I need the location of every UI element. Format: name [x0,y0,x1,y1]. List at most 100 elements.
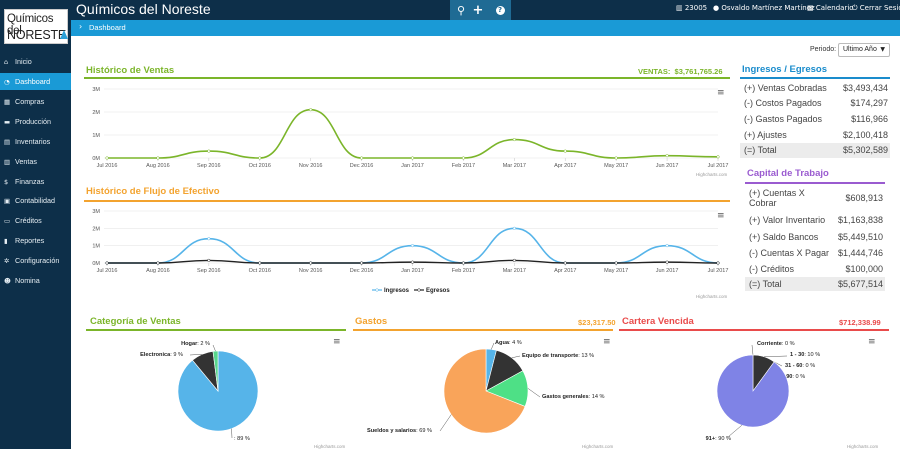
cartera-connector [764,355,788,358]
sidebar-item-label: Reportes [15,236,45,245]
ventas-xtick-label: Sep 2016 [197,163,221,169]
fin-row-value: $5,302,589 [842,145,888,156]
ventas-point [207,149,211,153]
sidebar-item-nomina[interactable]: ☻ Nomina [0,272,71,289]
app-title: Químicos del Noreste [76,1,211,17]
sidebar-item-configuracion[interactable]: ✲ Configuración [0,252,71,269]
fin-row-label: (+) Ajustes [744,129,787,140]
sidebar-item-dashboard[interactable]: ◔ Dashboard [0,73,71,90]
gastos-data-label: Gastos generales: 14 % [542,394,605,400]
breadcrumb: › Dashboard [71,20,900,36]
fin-row-label: (-) Gastos Pagados [744,113,823,124]
fin-row: (-) Costos Pagados $174,297 [740,96,890,111]
flujo-xtick-label: Apr 2017 [554,268,576,274]
ventas-xtick-label: Jun 2017 [656,163,679,169]
flujo-point [461,261,465,265]
company-id[interactable]: ▥ 23005 [676,4,708,12]
fin-row: (=) Total $5,302,589 [740,142,890,158]
flujo-point [512,258,516,262]
caret-down-icon: ▼ [880,46,885,53]
ventas-xtick-label: Jan 2017 [401,163,424,169]
gastos-slice [443,348,526,434]
flujo-xtick-label: May 2017 [604,268,628,274]
sidebar-item-contabilidad[interactable]: ▣ Contabilidad [0,192,71,209]
calendar-link[interactable]: ▦ Calendario [807,4,854,12]
fin-row-label: (+) Valor Inventario [749,214,826,225]
sidebar-item-compras[interactable]: ▦ Compras [0,93,71,110]
cartera-data-label: 91+: 90 % [706,436,731,442]
inventory-icon: ▤ [4,137,11,146]
flujo-legend-label: Ingresos [384,288,410,294]
ventas-chart-credit: Highcharts.com [696,172,728,177]
ventas-point [156,156,160,160]
search-icon: ⚲ [456,3,466,17]
fin-row-label: (+) Ventas Cobradas [744,82,827,93]
flujo-xtick-label: Jan 2017 [401,268,424,274]
fin-row-value: $100,000 [845,263,883,274]
flujo-point [716,261,720,265]
categoria-slice [212,350,219,392]
add-button[interactable]: + [467,0,489,20]
flujo-series-line [107,259,719,264]
ventas-ytick-label: 3M [92,87,100,93]
flujo-ytick-label: 3M [92,209,100,215]
logout-link[interactable]: ⏻ Cerrar Sesión [852,4,900,12]
ventas-xtick-label: Apr 2017 [554,163,576,169]
gastos-data-label: Equipo de transporte: 13 % [522,353,594,359]
sidebar-item-produccion[interactable]: ▬ Producción [0,113,71,130]
flujo-xtick-label: Aug 2016 [146,268,170,274]
flujo-chart-credit: Highcharts.com [696,294,728,299]
truck-icon: ▬ [4,117,11,126]
flujo-underline [84,200,730,202]
calculator-icon: ▣ [4,196,11,205]
sidebar-item-inicio[interactable]: ⌂ Inicio [0,53,71,70]
ventas-xtick-label: Feb 2017 [452,163,475,169]
gastos-menu-icon[interactable]: ≡ [603,337,611,347]
company-logo[interactable]: Químicos del NORESTE [4,9,68,44]
cartera-data-label: Corriente: 0 % [757,341,795,347]
sidebar-item-label: Inicio [15,57,32,66]
user-menu[interactable]: ● Osvaldo Martínez Martínez [713,4,815,12]
sidebar-item-ventas[interactable]: ▥ Ventas [0,153,71,170]
flujo-point [461,261,465,265]
ingresos-egresos-table: (+) Ventas Cobradas $3,493,434 (-) Costos … [740,80,890,160]
period-select[interactable]: Ultimo Año ▼ [838,43,890,57]
flujo-xtick-label: Jul 2016 [97,268,118,274]
fin-row: (+) Ventas Cobradas $3,493,434 [740,80,890,95]
flujo-point [360,261,364,265]
search-button[interactable]: ⚲ [450,0,472,20]
ventas-xtick-label: Mar 2017 [503,163,526,169]
power-icon: ⏻ [852,4,860,12]
fin-row-value: $3,493,434 [842,82,888,93]
sidebar-item-label: Ventas [15,157,37,166]
sidebar-item-reportes[interactable]: ▮ Reportes [0,232,71,249]
cartera-credit: Highcharts.com [847,444,879,449]
period-label: Periodo: [810,46,837,53]
help-button[interactable]: ? [489,0,511,20]
flujo-xtick-label: Sep 2016 [197,268,221,274]
fin-row-value: $2,100,418 [842,129,888,140]
cartera-data-label: 31 - 60: 0 % [785,363,815,369]
sidebar-item-creditos[interactable]: ▭ Créditos [0,212,71,229]
ventas-xtick-label: Jul 2016 [97,163,118,169]
sidebar-item-finanzas[interactable]: $ Finanzas [0,173,71,190]
cartera-menu-icon[interactable]: ≡ [868,337,876,347]
fin-row-value: $1,444,746 [837,247,883,258]
ingresos-underline [740,77,890,79]
flujo-chart-menu-icon[interactable]: ≡ [717,211,725,221]
ventas-point [461,156,465,160]
sidebar-item-inventarios[interactable]: ▤ Inventarios [0,133,71,150]
flujo-point [665,244,669,248]
flujo-point [309,261,313,265]
ventas-point [360,156,364,160]
ingresos-egresos-title: Ingresos / Egresos [742,64,828,75]
gastos-connector [491,342,495,350]
flujo-legend-label: Egresos [426,288,450,294]
categoria-menu-icon[interactable]: ≡ [333,337,341,347]
fin-row-value: $5,677,514 [837,279,883,289]
fin-row-label: (-) Créditos [749,263,795,274]
flujo-point [665,260,669,264]
breadcrumb-dashboard[interactable]: Dashboard [89,23,126,32]
ventas-chart-menu-icon[interactable]: ≡ [717,88,725,98]
capital-underline [745,182,885,184]
